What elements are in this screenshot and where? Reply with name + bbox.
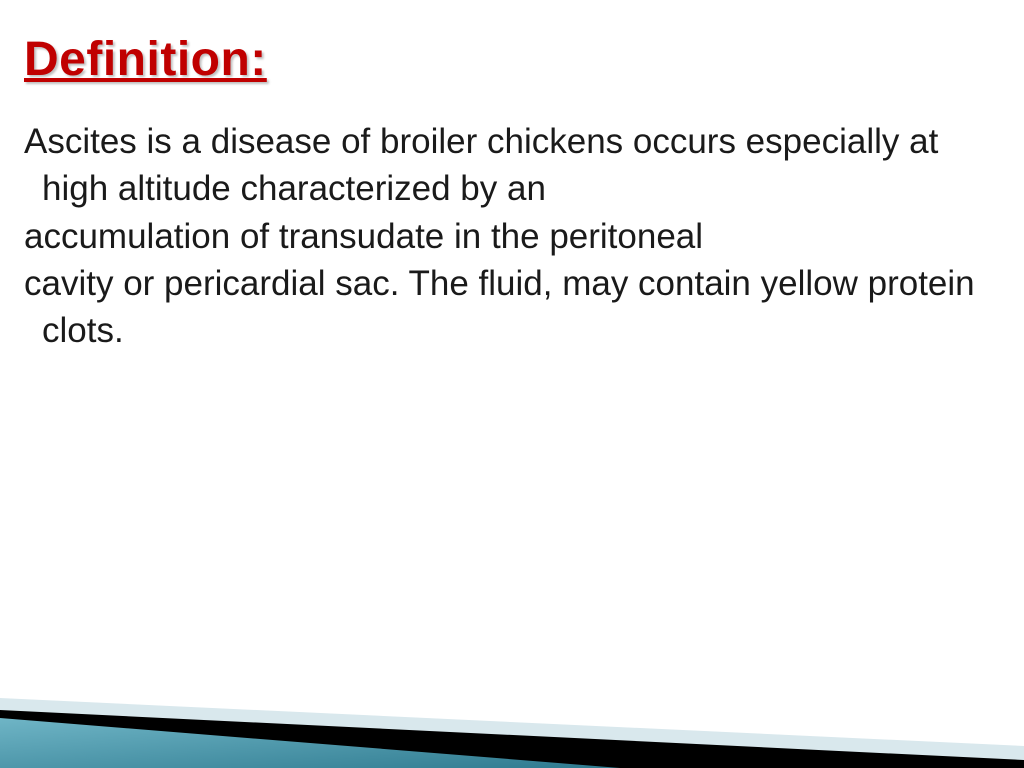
- slide-body: Ascites is a disease of broiler chickens…: [24, 118, 1014, 354]
- body-paragraph: Ascites is a disease of broiler chickens…: [24, 118, 1014, 213]
- corner-decoration: [0, 588, 1024, 768]
- slide: Definition: Ascites is a disease of broi…: [0, 0, 1024, 768]
- body-paragraph: cavity or pericardial sac. The fluid, ma…: [24, 260, 1014, 355]
- stripe-black: [0, 710, 1024, 768]
- slide-title: Definition:: [24, 32, 267, 87]
- stripe-teal: [0, 718, 620, 768]
- body-paragraph: accumulation of transudate in the perito…: [24, 213, 1014, 260]
- stripe-light: [0, 698, 1024, 768]
